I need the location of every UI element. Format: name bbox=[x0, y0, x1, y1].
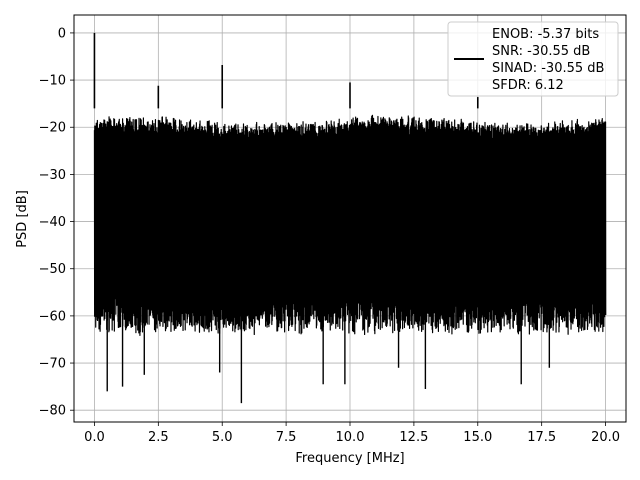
y-tick-label: −10 bbox=[39, 74, 66, 89]
legend: ENOB: -5.37 bits SNR: -30.55 dB SINAD: -… bbox=[447, 21, 619, 97]
x-tick-label: 7.5 bbox=[276, 430, 297, 445]
y-tick-label: −30 bbox=[39, 168, 66, 183]
legend-line-2: SINAD: -30.55 dB bbox=[492, 61, 604, 76]
y-tick-label: −60 bbox=[39, 309, 66, 324]
x-tick-label: 12.5 bbox=[399, 430, 428, 445]
x-tick-label: 5.0 bbox=[212, 430, 233, 445]
psd-noise-trace bbox=[93, 114, 607, 336]
y-tick-label: −70 bbox=[39, 357, 66, 372]
y-tick-label: 0 bbox=[58, 26, 66, 41]
x-axis-label: Frequency [MHz] bbox=[295, 451, 404, 466]
y-tick-label: −20 bbox=[39, 121, 66, 136]
x-tick-label: 20.0 bbox=[591, 430, 620, 445]
y-tick-label: −40 bbox=[39, 215, 66, 230]
x-axis: 0.0 2.5 5.0 7.5 10.0 12.5 15.0 17.5 20.0 bbox=[84, 422, 620, 445]
y-axis: 0 −10 −20 −30 −40 −50 −60 −70 −80 bbox=[39, 26, 74, 419]
y-tick-label: −80 bbox=[39, 404, 66, 419]
x-tick-label: 10.0 bbox=[336, 430, 365, 445]
legend-line-3: SFDR: 6.12 bbox=[492, 78, 564, 93]
psd-series bbox=[93, 32, 607, 404]
x-tick-label: 0.0 bbox=[84, 430, 105, 445]
y-axis-label: PSD [dB] bbox=[15, 190, 30, 248]
legend-box bbox=[447, 21, 619, 97]
x-tick-label: 17.5 bbox=[527, 430, 556, 445]
y-tick-label: −50 bbox=[39, 262, 66, 277]
legend-line-0: ENOB: -5.37 bits bbox=[492, 27, 599, 42]
legend-line-1: SNR: -30.55 dB bbox=[492, 44, 590, 59]
x-tick-label: 15.0 bbox=[463, 430, 492, 445]
x-tick-label: 2.5 bbox=[148, 430, 169, 445]
